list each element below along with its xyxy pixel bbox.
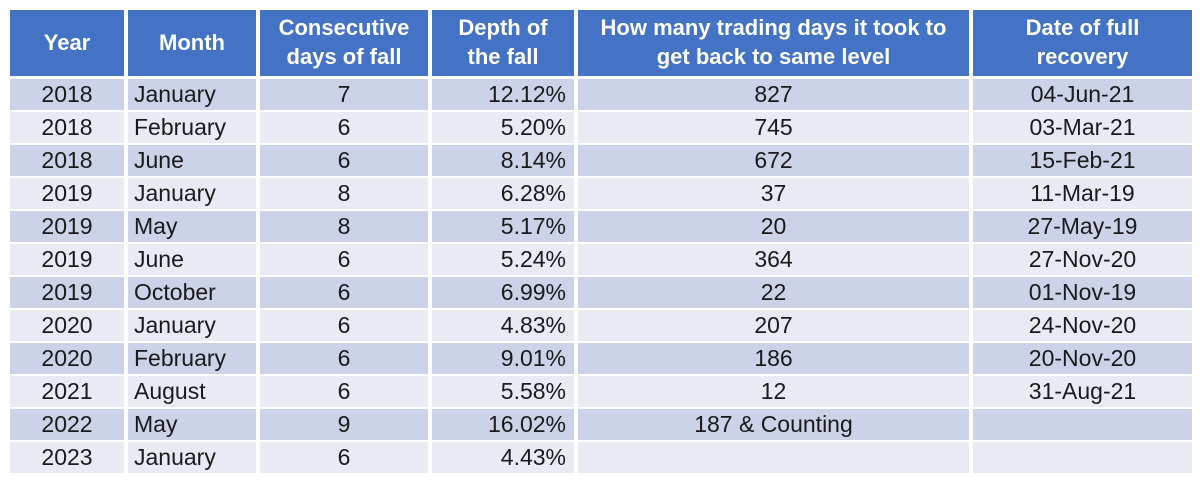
table-cell: 672: [578, 145, 973, 178]
table-cell: 03-Mar-21: [973, 112, 1192, 145]
table-row: 2021 August 6 5.58% 12 31-Aug-21: [10, 376, 1192, 409]
table-cell: 364: [578, 244, 973, 277]
table-row: 2018 January 7 12.12% 827 04-Jun-21: [10, 79, 1192, 112]
table-cell: May: [128, 409, 260, 442]
table-cell: 186: [578, 343, 973, 376]
table-cell: 6.99%: [432, 277, 578, 310]
column-header: Month: [128, 10, 260, 79]
table-row: 2023 January 6 4.43%: [10, 442, 1192, 475]
table-cell: August: [128, 376, 260, 409]
table-cell: 2019: [10, 211, 128, 244]
table-cell: 5.24%: [432, 244, 578, 277]
table-cell: 12.12%: [432, 79, 578, 112]
table-cell: 2022: [10, 409, 128, 442]
table-cell: 2019: [10, 178, 128, 211]
table-cell: May: [128, 211, 260, 244]
market-fall-table: Year Month Consecutive days of fall Depth o…: [10, 10, 1192, 475]
table-cell: 37: [578, 178, 973, 211]
table-cell: 16.02%: [432, 409, 578, 442]
table-cell: 187 & Counting: [578, 409, 973, 442]
table-row: 2018 February 6 5.20% 745 03-Mar-21: [10, 112, 1192, 145]
table-cell: 6: [260, 112, 432, 145]
table-row: 2019 January 8 6.28% 37 11-Mar-19: [10, 178, 1192, 211]
column-header: Consecutive days of fall: [260, 10, 432, 79]
header-row: Year Month Consecutive days of fall Depth o…: [10, 10, 1192, 79]
table-cell: 8: [260, 211, 432, 244]
table-cell: October: [128, 277, 260, 310]
table-cell: 6: [260, 442, 432, 475]
table-cell: January: [128, 310, 260, 343]
table-cell: 2018: [10, 79, 128, 112]
table-cell: 2020: [10, 310, 128, 343]
table-row: 2018 June 6 8.14% 672 15-Feb-21: [10, 145, 1192, 178]
table-row: 2019 June 6 5.24% 364 27-Nov-20: [10, 244, 1192, 277]
column-header: Date of full recovery: [973, 10, 1192, 79]
table-cell: 27-May-19: [973, 211, 1192, 244]
table-cell: 4.43%: [432, 442, 578, 475]
column-header: How many trading days it took to get bac…: [578, 10, 973, 79]
table-cell: 6: [260, 343, 432, 376]
table-cell: 2018: [10, 145, 128, 178]
table-body: 2018 January 7 12.12% 827 04-Jun-21 2018 Februa…: [10, 79, 1192, 475]
table-cell: 15-Feb-21: [973, 145, 1192, 178]
table-cell: [973, 442, 1192, 475]
table-cell: 6: [260, 244, 432, 277]
table-cell: 01-Nov-19: [973, 277, 1192, 310]
table-cell: 12: [578, 376, 973, 409]
table-cell: February: [128, 112, 260, 145]
table-cell: 4.83%: [432, 310, 578, 343]
table-cell: 8.14%: [432, 145, 578, 178]
table-cell: June: [128, 145, 260, 178]
table-cell: 2020: [10, 343, 128, 376]
table-cell: 31-Aug-21: [973, 376, 1192, 409]
table-cell: 6: [260, 376, 432, 409]
column-header: Depth of the fall: [432, 10, 578, 79]
table-cell: 04-Jun-21: [973, 79, 1192, 112]
table-cell: 9.01%: [432, 343, 578, 376]
table-cell: 2019: [10, 277, 128, 310]
table-cell: January: [128, 178, 260, 211]
table-row: 2020 February 6 9.01% 186 20-Nov-20: [10, 343, 1192, 376]
table-cell: 5.17%: [432, 211, 578, 244]
table-cell: 6: [260, 145, 432, 178]
table-cell: 6: [260, 310, 432, 343]
table-cell: 22: [578, 277, 973, 310]
table-cell: January: [128, 79, 260, 112]
table-cell: 20-Nov-20: [973, 343, 1192, 376]
table-cell: January: [128, 442, 260, 475]
table-cell: 745: [578, 112, 973, 145]
table-cell: 6: [260, 277, 432, 310]
table-cell: 8: [260, 178, 432, 211]
table-cell: 27-Nov-20: [973, 244, 1192, 277]
column-header: Year: [10, 10, 128, 79]
table-cell: February: [128, 343, 260, 376]
table-cell: 2021: [10, 376, 128, 409]
table-row: 2019 May 8 5.17% 20 27-May-19: [10, 211, 1192, 244]
table-cell: June: [128, 244, 260, 277]
table-cell: 5.58%: [432, 376, 578, 409]
table-cell: 9: [260, 409, 432, 442]
table-cell: 11-Mar-19: [973, 178, 1192, 211]
table-cell: 6.28%: [432, 178, 578, 211]
table-cell: 207: [578, 310, 973, 343]
table-row: 2019 October 6 6.99% 22 01-Nov-19: [10, 277, 1192, 310]
table-cell: 2018: [10, 112, 128, 145]
table-cell: 827: [578, 79, 973, 112]
table-cell: [578, 442, 973, 475]
table-row: 2020 January 6 4.83% 207 24-Nov-20: [10, 310, 1192, 343]
table-cell: 2019: [10, 244, 128, 277]
table-cell: 24-Nov-20: [973, 310, 1192, 343]
table-row: 2022 May 9 16.02% 187 & Counting: [10, 409, 1192, 442]
table-cell: 20: [578, 211, 973, 244]
table-cell: 2023: [10, 442, 128, 475]
table-cell: 7: [260, 79, 432, 112]
table-cell: 5.20%: [432, 112, 578, 145]
table-header: Year Month Consecutive days of fall Depth o…: [10, 10, 1192, 79]
table-cell: [973, 409, 1192, 442]
